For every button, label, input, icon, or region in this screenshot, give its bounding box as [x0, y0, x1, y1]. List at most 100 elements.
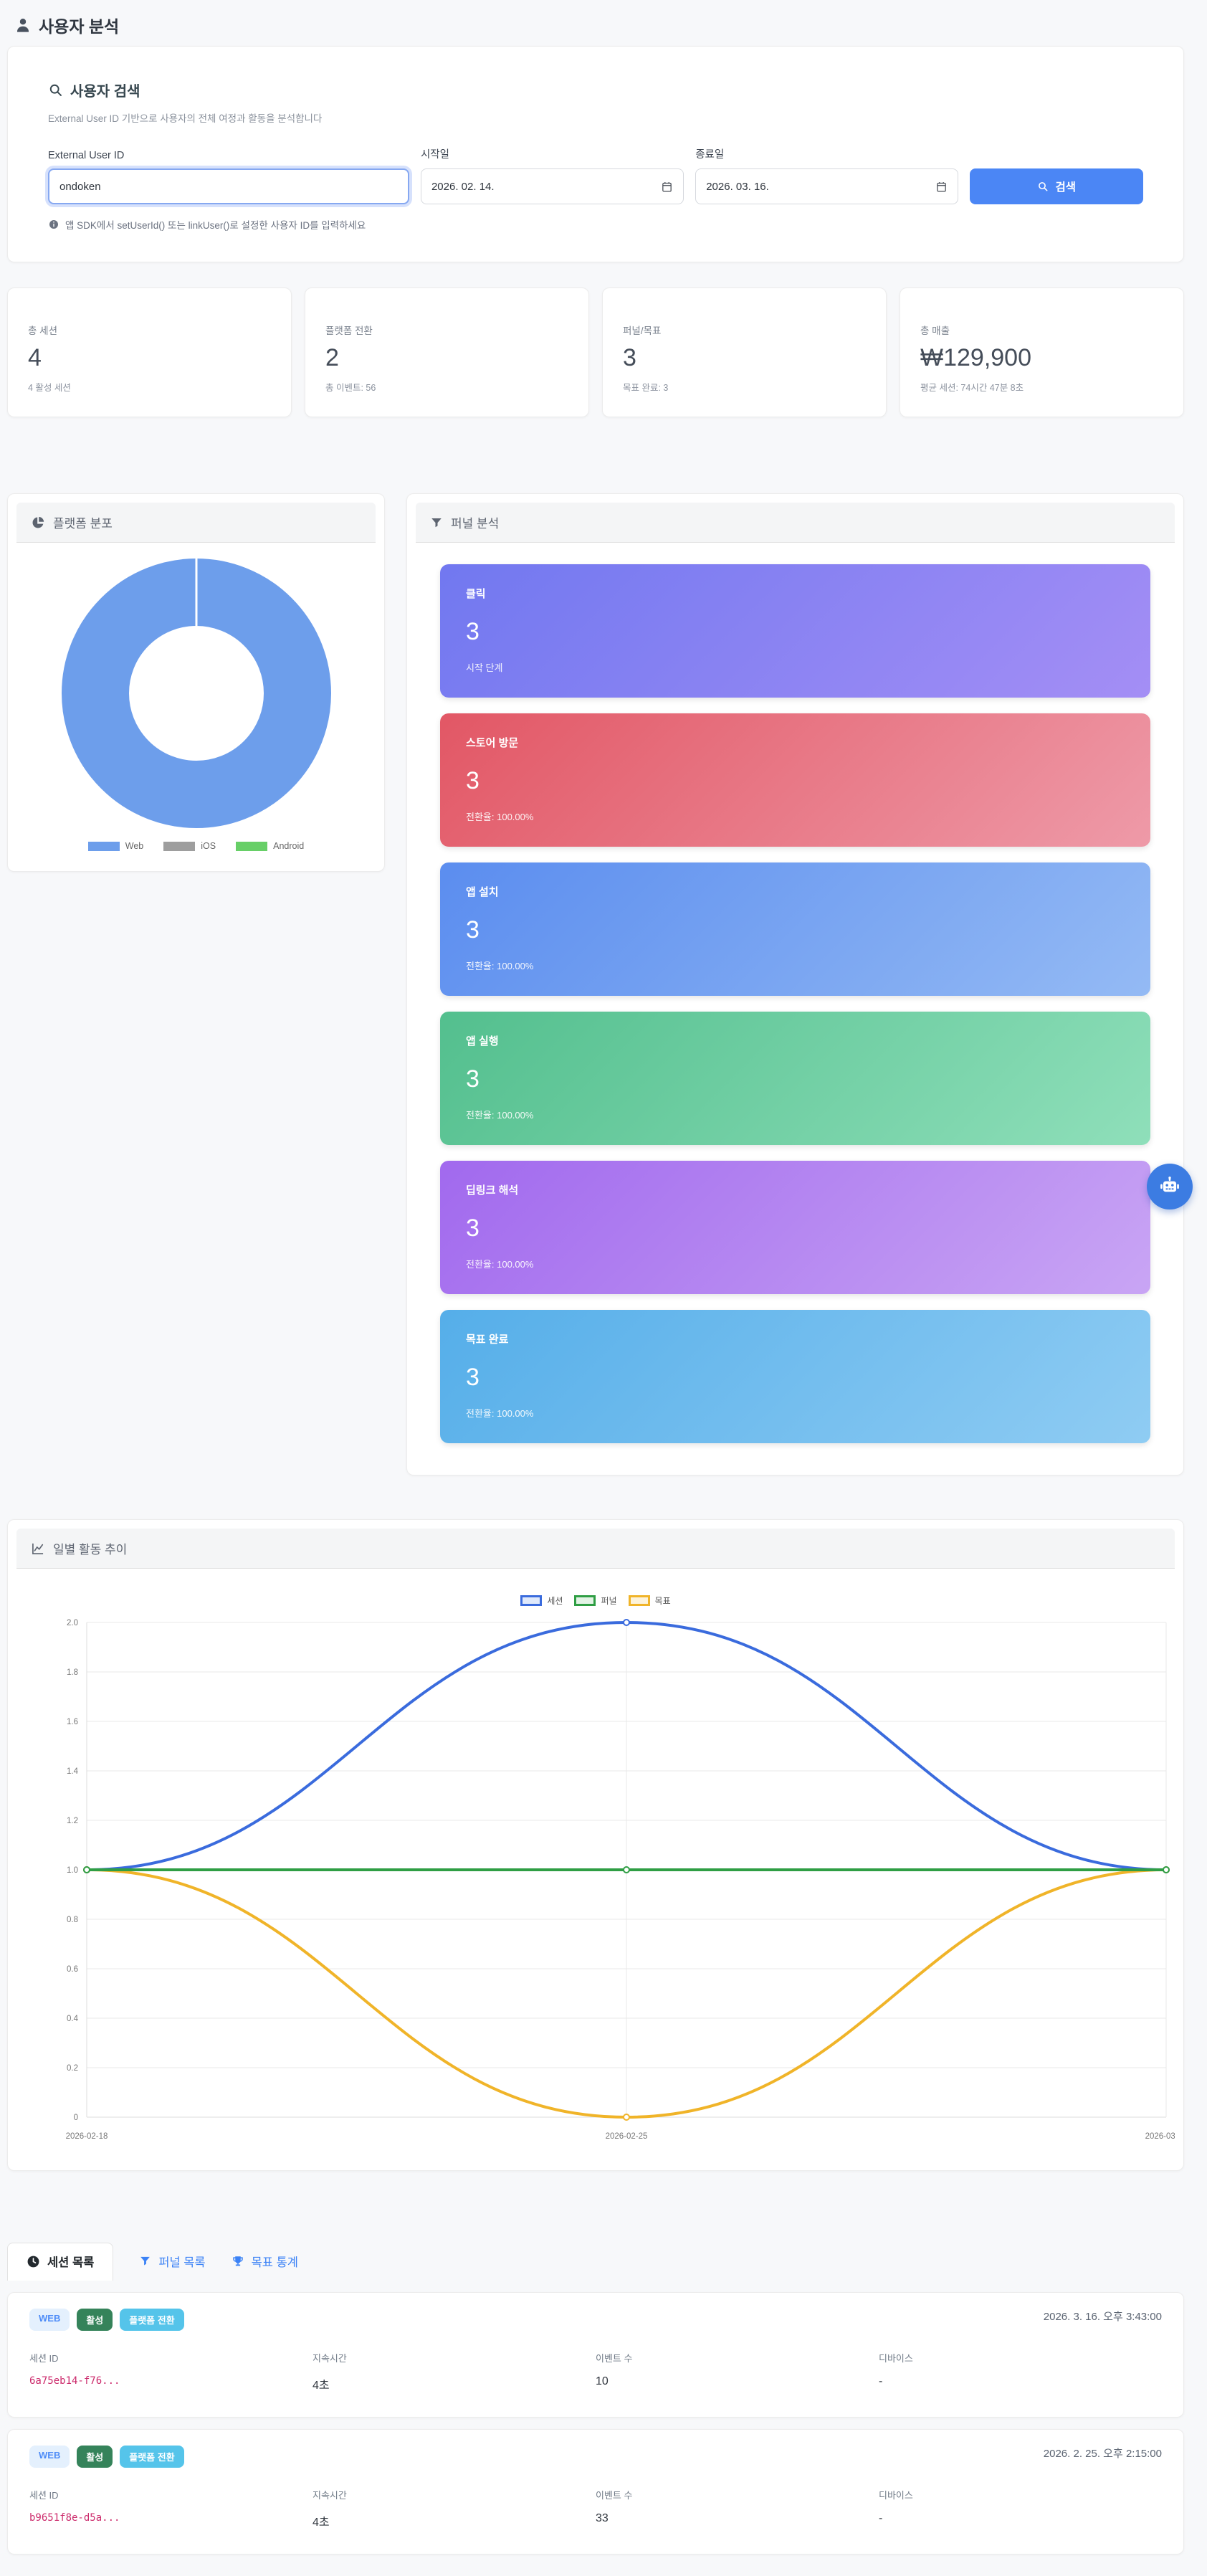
- funnel-step: 스토어 방문 3 전환율: 100.00%: [440, 713, 1150, 847]
- end-date-input[interactable]: 2026. 03. 16.: [695, 168, 959, 204]
- svg-text:1.2: 1.2: [67, 1817, 78, 1825]
- stat-card: 총 세션 4 4 활성 세션: [7, 287, 292, 417]
- sdk-hint: 앱 SDK에서 setUserId() 또는 linkUser()로 설정한 사…: [48, 217, 1143, 232]
- external-user-id-field: External User ID: [48, 150, 409, 204]
- stat-value: 2: [325, 344, 339, 371]
- stat-value: 3: [623, 344, 636, 371]
- svg-text:1.0: 1.0: [67, 1866, 78, 1875]
- session-timestamp: 2026. 2. 25. 오후 2:15:00: [1043, 2448, 1162, 2460]
- page-title: 사용자 분석: [39, 17, 120, 36]
- funnel-icon: [139, 2255, 151, 2267]
- session-field-label: 이벤트 수: [596, 2353, 633, 2364]
- robot-icon: [1158, 1174, 1182, 1199]
- start-date-input[interactable]: 2026. 02. 14.: [420, 168, 684, 204]
- session-id-value[interactable]: 6a75eb14-f76...: [29, 2375, 120, 2387]
- funnel-steps: 클릭 3 시작 단계 스토어 방문 3 전환율: 100.00% 앱 설치 3 전환율: 100…: [407, 543, 1183, 1475]
- badge-active: 활성: [77, 2309, 113, 2331]
- svg-text:2026-02-25: 2026-02-25: [606, 2132, 648, 2141]
- search-button[interactable]: 검색: [970, 168, 1143, 204]
- session-field-label: 디바이스: [879, 2490, 913, 2501]
- legend-label: Android: [273, 841, 305, 851]
- funnel-step-count: 3: [466, 1364, 480, 1391]
- session-badges: WEB 활성 플랫폼 전환: [29, 2446, 184, 2468]
- legend-swatch: [163, 841, 196, 851]
- session-field: 지속시간 4초: [313, 2351, 596, 2392]
- calendar-icon[interactable]: [661, 181, 673, 193]
- start-date-value: 2026. 02. 14.: [431, 180, 495, 193]
- session-field-label: 세션 ID: [29, 2353, 59, 2364]
- session-field: 세션 ID b9651f8e-d5a...: [29, 2488, 313, 2529]
- tab-goal-stats[interactable]: 목표 통계: [232, 2253, 298, 2271]
- funnel-step: 딥링크 해석 3 전환율: 100.00%: [440, 1161, 1150, 1294]
- funnel-step-name: 앱 설치: [466, 886, 499, 898]
- session-field-value: -: [879, 2512, 883, 2524]
- funnel-step-sub: 전환율: 100.00%: [466, 1259, 534, 1270]
- legend-label: Web: [125, 841, 144, 851]
- session-field: 이벤트 수 33: [596, 2488, 879, 2529]
- funnel-step-count: 3: [466, 767, 480, 794]
- chatbot-fab-button[interactable]: [1147, 1164, 1193, 1209]
- funnel-step-name: 딥링크 해석: [466, 1184, 519, 1197]
- session-field-value: 33: [596, 2512, 609, 2524]
- funnel-analysis-card: 퍼널 분석 클릭 3 시작 단계 스토어 방문 3 전환율: 100.00% 앱 설치 3 전환…: [406, 493, 1184, 1475]
- funnel-step: 앱 실행 3 전환율: 100.00%: [440, 1012, 1150, 1145]
- svg-text:2.0: 2.0: [67, 1619, 78, 1627]
- legend-label: iOS: [201, 841, 216, 851]
- session-card: WEB 활성 플랫폼 전환 2026. 2. 25. 오후 2:15:00 세션 ID b…: [7, 2429, 1184, 2554]
- session-badges: WEB 활성 플랫폼 전환: [29, 2309, 184, 2331]
- badge-web: WEB: [29, 2309, 70, 2331]
- session-field-label: 지속시간: [313, 2353, 347, 2364]
- session-id-value[interactable]: b9651f8e-d5a...: [29, 2512, 120, 2524]
- tab-session-list[interactable]: 세션 목록: [7, 2243, 114, 2281]
- pie-chart-icon: [31, 515, 45, 530]
- search-card-subtitle: External User ID 기반으로 사용자의 전체 여정과 활동을 분석…: [48, 113, 323, 124]
- svg-text:1.4: 1.4: [67, 1767, 79, 1776]
- external-user-id-label: External User ID: [48, 150, 125, 161]
- session-field: 디바이스 -: [879, 2488, 1162, 2529]
- stat-sub: 총 이벤트: 56: [325, 383, 376, 393]
- user-icon: [14, 16, 32, 34]
- session-field-value: 4초: [313, 2516, 330, 2529]
- tab-label: 목표 통계: [251, 2256, 298, 2269]
- platform-legend-item: Web: [87, 841, 144, 851]
- tab-funnel-list[interactable]: 퍼널 목록: [139, 2253, 206, 2271]
- session-field-value: -: [879, 2375, 883, 2387]
- search-icon: [1037, 181, 1049, 192]
- funnel-card-title: 퍼널 분석: [451, 517, 500, 531]
- end-date-field: 종료일 2026. 03. 16.: [695, 146, 959, 204]
- calendar-icon[interactable]: [935, 181, 948, 193]
- stat-sub: 4 활성 세션: [28, 383, 71, 393]
- platform-distribution-card: 플랫폼 분포 Web iOS Android: [7, 493, 385, 872]
- external-user-id-input[interactable]: [48, 168, 409, 204]
- funnel-step-sub: 전환율: 100.00%: [466, 1110, 534, 1121]
- funnel-step-name: 클릭: [466, 588, 486, 600]
- start-date-label: 시작일: [420, 149, 449, 161]
- funnel-step-count: 3: [466, 916, 480, 944]
- trend-legend-item: 목표: [628, 1594, 671, 1607]
- sdk-hint-text: 앱 SDK에서 setUserId() 또는 linkUser()로 설정한 사…: [65, 220, 366, 231]
- badge-conversion: 플랫폼 전환: [120, 2309, 184, 2331]
- session-fields: 세션 ID 6a75eb14-f76... 지속시간 4초 이벤트 수 10 디바이스 -: [29, 2351, 1162, 2392]
- line-chart-icon: [31, 1541, 45, 1556]
- legend-swatch: [87, 841, 120, 851]
- start-date-field: 시작일 2026. 02. 14.: [420, 146, 684, 204]
- session-field-label: 디바이스: [879, 2353, 913, 2364]
- platform-legend-item: iOS: [163, 841, 216, 851]
- trend-card-header: 일별 활동 추이: [16, 1529, 1175, 1569]
- daily-activity-chart: 0 0.2 0.4 0.6 0.8 1.0 1.2 1.4 1.6 1.8 2.0 2026-02-1…: [66, 1619, 1175, 2141]
- platform-legend-item: Android: [236, 841, 304, 851]
- session-list: WEB 활성 플랫폼 전환 2026. 3. 16. 오후 3:43:00 세션 ID 6…: [7, 2292, 1184, 2554]
- end-date-label: 종료일: [695, 149, 725, 161]
- stat-value: ₩129,900: [920, 344, 1031, 371]
- platform-donut-chart: [61, 559, 331, 828]
- tabs: 세션 목록 퍼널 목록 목표 통계: [7, 2243, 1184, 2281]
- platform-card-header: 플랫폼 분포: [16, 503, 376, 543]
- session-card-top: WEB 활성 플랫폼 전환 2026. 2. 25. 오후 2:15:00: [29, 2446, 1162, 2468]
- stat-label: 플랫폼 전환: [325, 325, 373, 336]
- svg-text:1.8: 1.8: [67, 1668, 78, 1677]
- legend-label: 세션: [547, 1596, 563, 1606]
- trend-card-title: 일별 활동 추이: [53, 1543, 128, 1556]
- trend-body: 세션 퍼널 목표 0 0.2 0.4 0.6 0.8 1.0 1.2 1.4 1.6 1.8 2.0 20…: [8, 1569, 1183, 2152]
- funnel-step-sub: 전환율: 100.00%: [466, 961, 534, 971]
- legend-label: 목표: [654, 1596, 671, 1606]
